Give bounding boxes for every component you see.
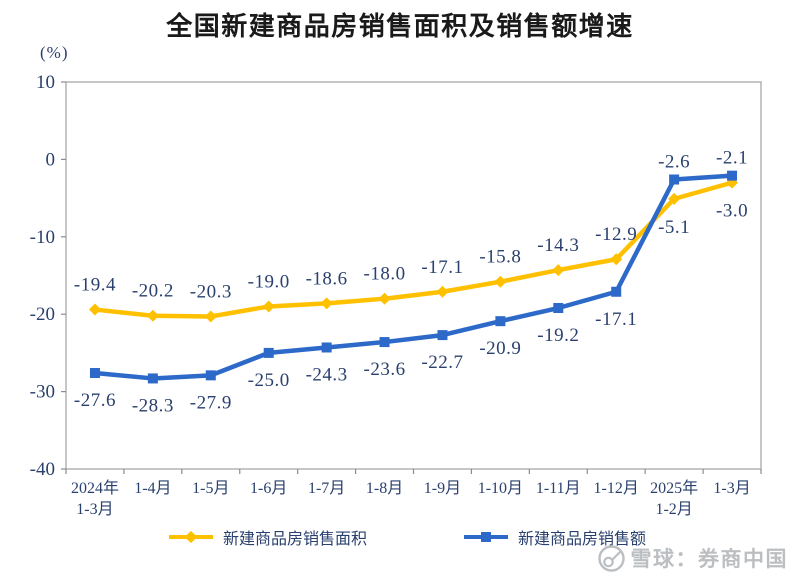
sales-area-marker <box>146 309 159 322</box>
sales-amount-marker <box>321 342 332 353</box>
data-label: -20.9 <box>479 338 521 359</box>
data-label: -19.0 <box>248 271 290 292</box>
sales-amount-marker <box>147 373 158 384</box>
y-axis-tick-label: 0 <box>46 149 56 170</box>
sales-area-marker <box>436 285 449 298</box>
sales-amount-marker <box>205 370 216 381</box>
data-label: -24.3 <box>306 364 348 385</box>
y-axis-tick-label: 10 <box>36 72 55 93</box>
y-axis-tick-label: -30 <box>30 382 55 403</box>
data-label: -20.3 <box>190 282 232 303</box>
sales-area-marker <box>378 292 391 305</box>
x-axis-label: 1-9月 <box>424 480 461 497</box>
data-label: -15.8 <box>479 247 521 268</box>
sales-area-line <box>92 180 735 319</box>
data-label: -25.0 <box>248 370 290 391</box>
sales-area-marker <box>552 264 565 277</box>
data-label: -27.9 <box>190 392 232 413</box>
sales-amount-marker <box>727 170 738 181</box>
data-label: -12.9 <box>595 224 637 245</box>
sales-amount-marker <box>379 337 390 348</box>
sales-area-marker <box>610 253 623 266</box>
sales-amount-line <box>92 173 735 381</box>
sales-area-marker <box>88 303 101 316</box>
sales-area-marker <box>494 275 507 288</box>
y-axis-tick-label: -20 <box>30 304 55 325</box>
data-label: -19.2 <box>537 325 579 346</box>
data-label: -5.1 <box>658 217 690 238</box>
x-axis-label: 1-3月 <box>713 480 750 497</box>
x-axis-label: 2025年 <box>650 479 698 497</box>
sales-area-marker <box>668 192 681 205</box>
y-axis-unit-label: (%) <box>40 43 69 62</box>
x-axis-label: 1-6月 <box>250 480 287 497</box>
data-label: -17.1 <box>595 309 637 330</box>
data-label: -22.7 <box>421 352 463 373</box>
sales-amount-marker <box>669 174 680 185</box>
sales-amount-marker <box>437 330 448 341</box>
data-label: -18.0 <box>364 264 406 285</box>
y-axis-tick-label: -40 <box>30 459 55 480</box>
sales-amount-marker <box>553 303 564 314</box>
x-axis-label: 1-7月 <box>308 480 345 497</box>
data-label: -27.6 <box>74 390 116 411</box>
data-label: -2.1 <box>716 148 748 169</box>
sales-amount-legend-swatch <box>464 532 508 542</box>
legend-label-sales-area: 新建商品房销售面积 <box>223 531 368 548</box>
legend-item-sales-amount: 新建商品房销售额 <box>463 528 647 548</box>
data-label: -18.6 <box>306 268 348 289</box>
legend-item-sales-area: 新建商品房销售面积 <box>168 528 368 548</box>
sales-area-legend-swatch <box>169 531 213 543</box>
x-axis-label: 1-5月 <box>192 480 229 497</box>
data-label: -28.3 <box>132 395 174 416</box>
x-axis-label: 1-12月 <box>594 480 639 497</box>
data-label: -20.2 <box>132 281 174 302</box>
data-label: -14.3 <box>537 235 579 256</box>
sales-area-marker <box>320 297 333 310</box>
sales-amount-marker <box>89 368 100 379</box>
x-axis-label: 1-4月 <box>134 480 171 497</box>
x-axis-label: 1-10月 <box>478 480 523 497</box>
x-axis-label: 1-8月 <box>366 480 403 497</box>
chart-title: 全国新建商品房销售面积及销售额增速 <box>166 11 634 41</box>
sales-amount-marker <box>611 286 622 297</box>
x-axis-label: 1-2月 <box>655 501 692 518</box>
data-label: -17.1 <box>421 257 463 278</box>
line-chart-plot: 10 0 -10 -20 -30 -40 2024年 1-3月 1-4月 1-5月 1-6月 1-7月… <box>30 72 762 518</box>
data-label: -3.0 <box>716 201 748 222</box>
xueqiu-logo-icon <box>597 544 625 572</box>
x-axis-label: 2024年 <box>71 479 119 497</box>
source-text: 雪球：券商中国 <box>630 548 788 571</box>
x-axis-label: 1-11月 <box>536 480 581 497</box>
sales-area-marker <box>204 310 217 323</box>
data-label: -19.4 <box>74 275 116 296</box>
sales-amount-marker <box>263 347 274 358</box>
data-label: -23.6 <box>364 359 406 380</box>
sales-amount-marker <box>495 316 506 327</box>
legend-label-sales-amount: 新建商品房销售额 <box>518 531 647 548</box>
data-label: -2.6 <box>658 152 690 173</box>
y-axis-tick-label: -10 <box>30 227 55 248</box>
source-watermark: 雪球：券商中国 <box>597 543 789 573</box>
x-axis-label: 1-3月 <box>76 501 113 518</box>
sales-area-marker <box>262 300 275 313</box>
